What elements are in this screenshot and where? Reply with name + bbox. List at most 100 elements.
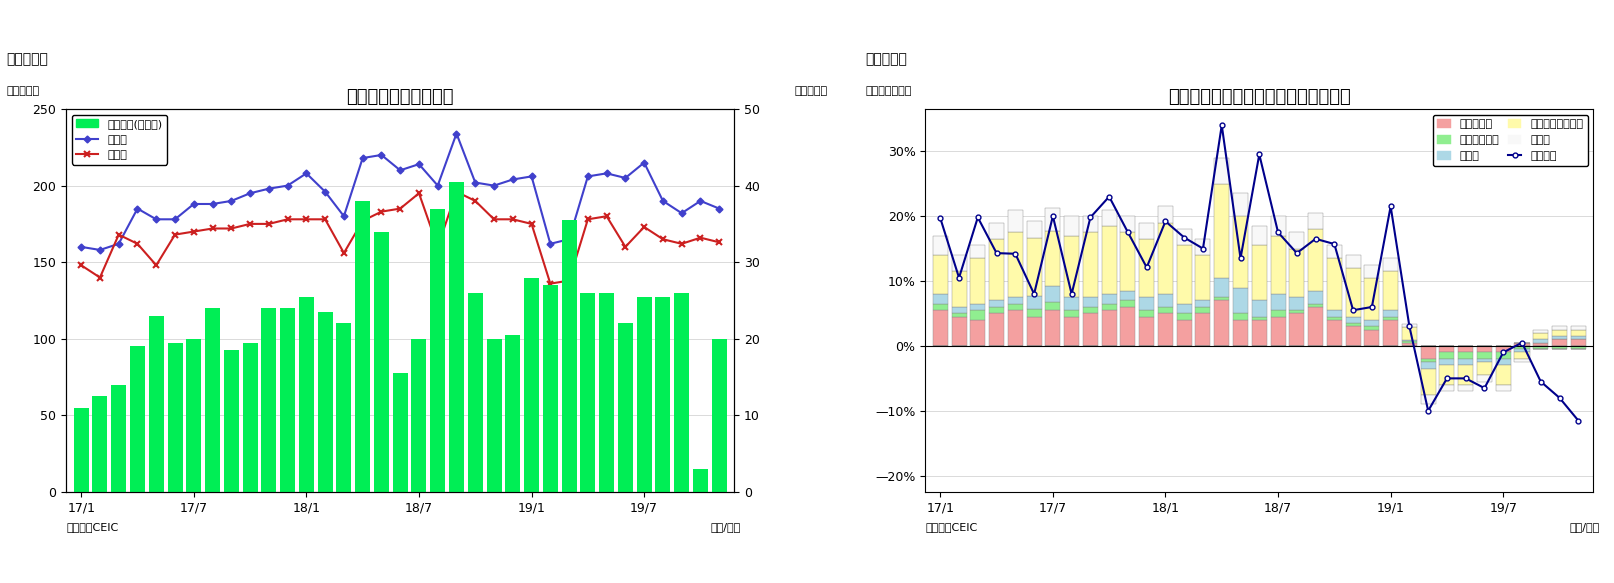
Bar [1252,226,1267,245]
Bar [1083,216,1098,233]
Bar [1139,317,1154,346]
Bar [1403,342,1417,343]
Bar [1364,278,1380,320]
Title: マレーシア　貿易収支: マレーシア 貿易収支 [347,88,454,106]
Bar [1007,297,1023,304]
Bar [1233,314,1248,320]
Bar [1046,231,1060,286]
Bar [1346,255,1361,268]
Bar [970,320,985,346]
Bar [224,350,239,492]
Bar [1346,317,1361,323]
輸出合計 [1362,304,1382,311]
輸出合計 [1493,349,1512,356]
輸出合計 [1156,218,1175,225]
Bar [355,201,370,492]
Bar [1290,297,1304,310]
輸出合計 [1436,375,1456,382]
Bar [1027,222,1041,237]
Bar [1514,359,1530,362]
Bar [1570,330,1587,336]
Bar [1570,326,1587,330]
輸出合計 [1382,203,1401,210]
Bar [1196,307,1210,314]
Bar [1383,320,1398,346]
Bar [1496,366,1511,385]
Bar [1307,304,1323,307]
輸出合計 [968,214,988,221]
Bar [1477,352,1491,359]
Bar [1364,265,1380,278]
Bar [655,297,670,492]
Bar [1139,239,1154,297]
Bar [1027,309,1041,317]
Bar [1046,310,1060,346]
Bar [1553,326,1567,330]
Bar [1083,307,1098,314]
Bar [1514,349,1530,352]
Bar [712,339,726,492]
Bar [636,297,652,492]
Bar [1007,304,1023,310]
Bar [1046,208,1060,231]
Bar [1177,314,1191,320]
Bar [261,308,276,492]
Bar [148,316,163,492]
Bar [1196,314,1210,346]
Bar [1102,310,1117,346]
Bar [1570,339,1587,346]
Bar [1457,346,1474,352]
Bar [1327,310,1341,317]
Bar [1496,359,1511,366]
Bar [1403,343,1417,346]
Bar [1307,229,1323,291]
Bar [1233,320,1248,346]
Bar [1403,324,1417,327]
Bar [1139,297,1154,310]
Bar [1533,343,1548,346]
Bar [1027,296,1041,309]
Bar [970,258,985,304]
Bar [1420,395,1436,405]
Bar [1290,233,1304,248]
Bar [1440,352,1454,359]
Bar [933,255,947,294]
Bar [1233,216,1248,287]
Bar [1346,323,1361,326]
Bar [952,307,967,314]
Bar [1252,245,1267,300]
Bar [1139,223,1154,239]
Bar [1290,314,1304,346]
Bar [1420,368,1436,395]
輸出合計 [1286,250,1306,257]
Bar [1553,330,1567,336]
Bar [692,469,709,492]
Bar [74,408,89,492]
輸出合計 [1343,307,1362,314]
Bar [1214,157,1230,184]
Bar [1383,310,1398,317]
Text: （年/月）: （年/月） [1570,522,1599,532]
Bar [1553,336,1567,339]
輸出合計 [1231,255,1251,262]
Bar [1346,326,1361,346]
Text: （図表７）: （図表７） [6,52,48,66]
Bar [933,294,947,304]
Bar [1440,359,1454,366]
Bar [1214,297,1230,300]
Bar [299,297,313,492]
Bar [1177,320,1191,346]
Bar [1233,194,1248,216]
Bar [505,335,520,492]
Bar [1514,343,1530,346]
Bar [1364,320,1380,326]
Bar [1290,248,1304,297]
輸出合計 [1136,264,1156,271]
Bar [1046,286,1060,303]
Bar [1064,317,1080,346]
輸出合計 [1006,250,1025,257]
輸出合計 [949,274,968,281]
Bar [618,324,633,492]
輸出合計 [1062,290,1081,297]
Bar [1177,245,1191,304]
